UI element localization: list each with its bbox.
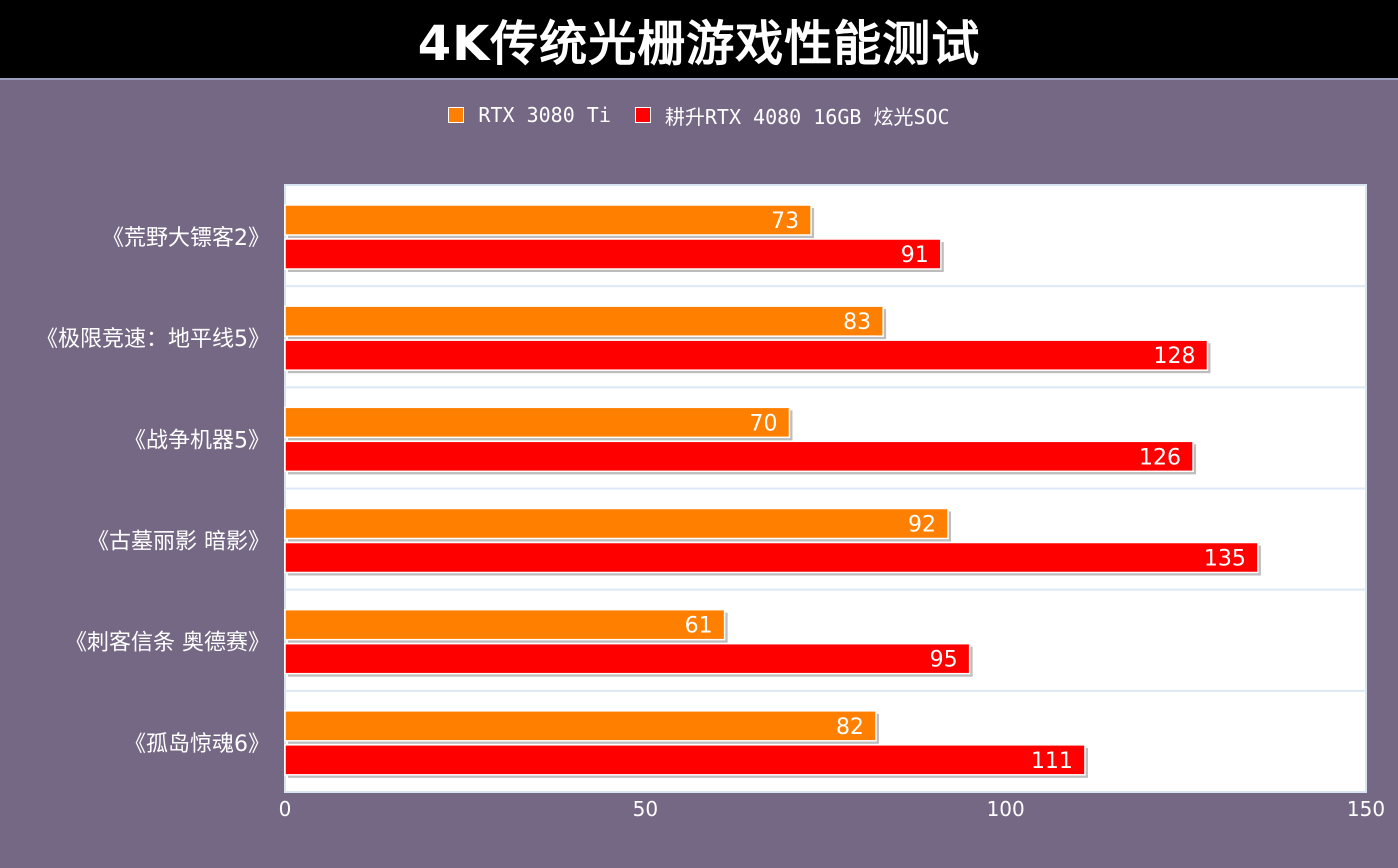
x-tick-label: 0 [279,797,292,821]
data-label: 135 [1204,547,1246,572]
data-label: 73 [771,209,799,234]
bar [284,710,877,742]
bar [284,507,949,540]
bar [284,238,942,270]
data-label: 61 [685,614,713,639]
bar [284,642,971,675]
data-label: 95 [930,648,958,673]
chart-title: 4K传统光栅游戏性能测试 [417,16,981,72]
category-label: 《孤岛惊魂6》 [124,732,270,757]
data-label: 128 [1153,344,1195,369]
bar [284,440,1194,473]
legend-item-series-1: RTX 3080 Ti [448,103,611,127]
legend-label-series-2: 耕升RTX 4080 16GB 炫光SOC [664,104,950,129]
bar [284,744,1086,776]
data-label: 70 [749,411,777,436]
data-label: 83 [843,310,871,335]
legend-swatch-series-2 [634,107,651,123]
bar [284,204,812,236]
category-label: 《极限竞速：地平线5》 [36,327,270,352]
legend: RTX 3080 Ti 耕升RTX 4080 16GB 炫光SOC [0,101,1398,130]
category-label: 《刺客信条 奥德赛》 [65,631,270,656]
x-tick-label: 150 [1347,797,1385,821]
legend-label-series-1: RTX 3080 Ti [478,103,611,127]
title-bar: 4K传统光栅游戏性能测试 [0,0,1398,80]
data-label: 126 [1139,445,1181,470]
legend-swatch-series-1 [448,107,465,123]
data-label: 91 [901,243,929,268]
data-label: 111 [1031,749,1073,774]
category-label: 《荒野大镖客2》 [102,226,270,251]
category-label: 《战争机器5》 [124,428,270,453]
data-label: 82 [836,715,864,740]
bar [284,305,884,337]
x-tick-label: 50 [633,797,658,821]
category-label: 《古墓丽影 暗影》 [87,530,270,555]
data-label: 92 [908,513,936,538]
bar [284,406,791,439]
x-tick-label: 100 [987,797,1025,821]
legend-item-series-2: 耕升RTX 4080 16GB 炫光SOC [634,101,950,130]
bar [284,339,1209,371]
bar [284,541,1259,574]
bar [284,608,726,641]
